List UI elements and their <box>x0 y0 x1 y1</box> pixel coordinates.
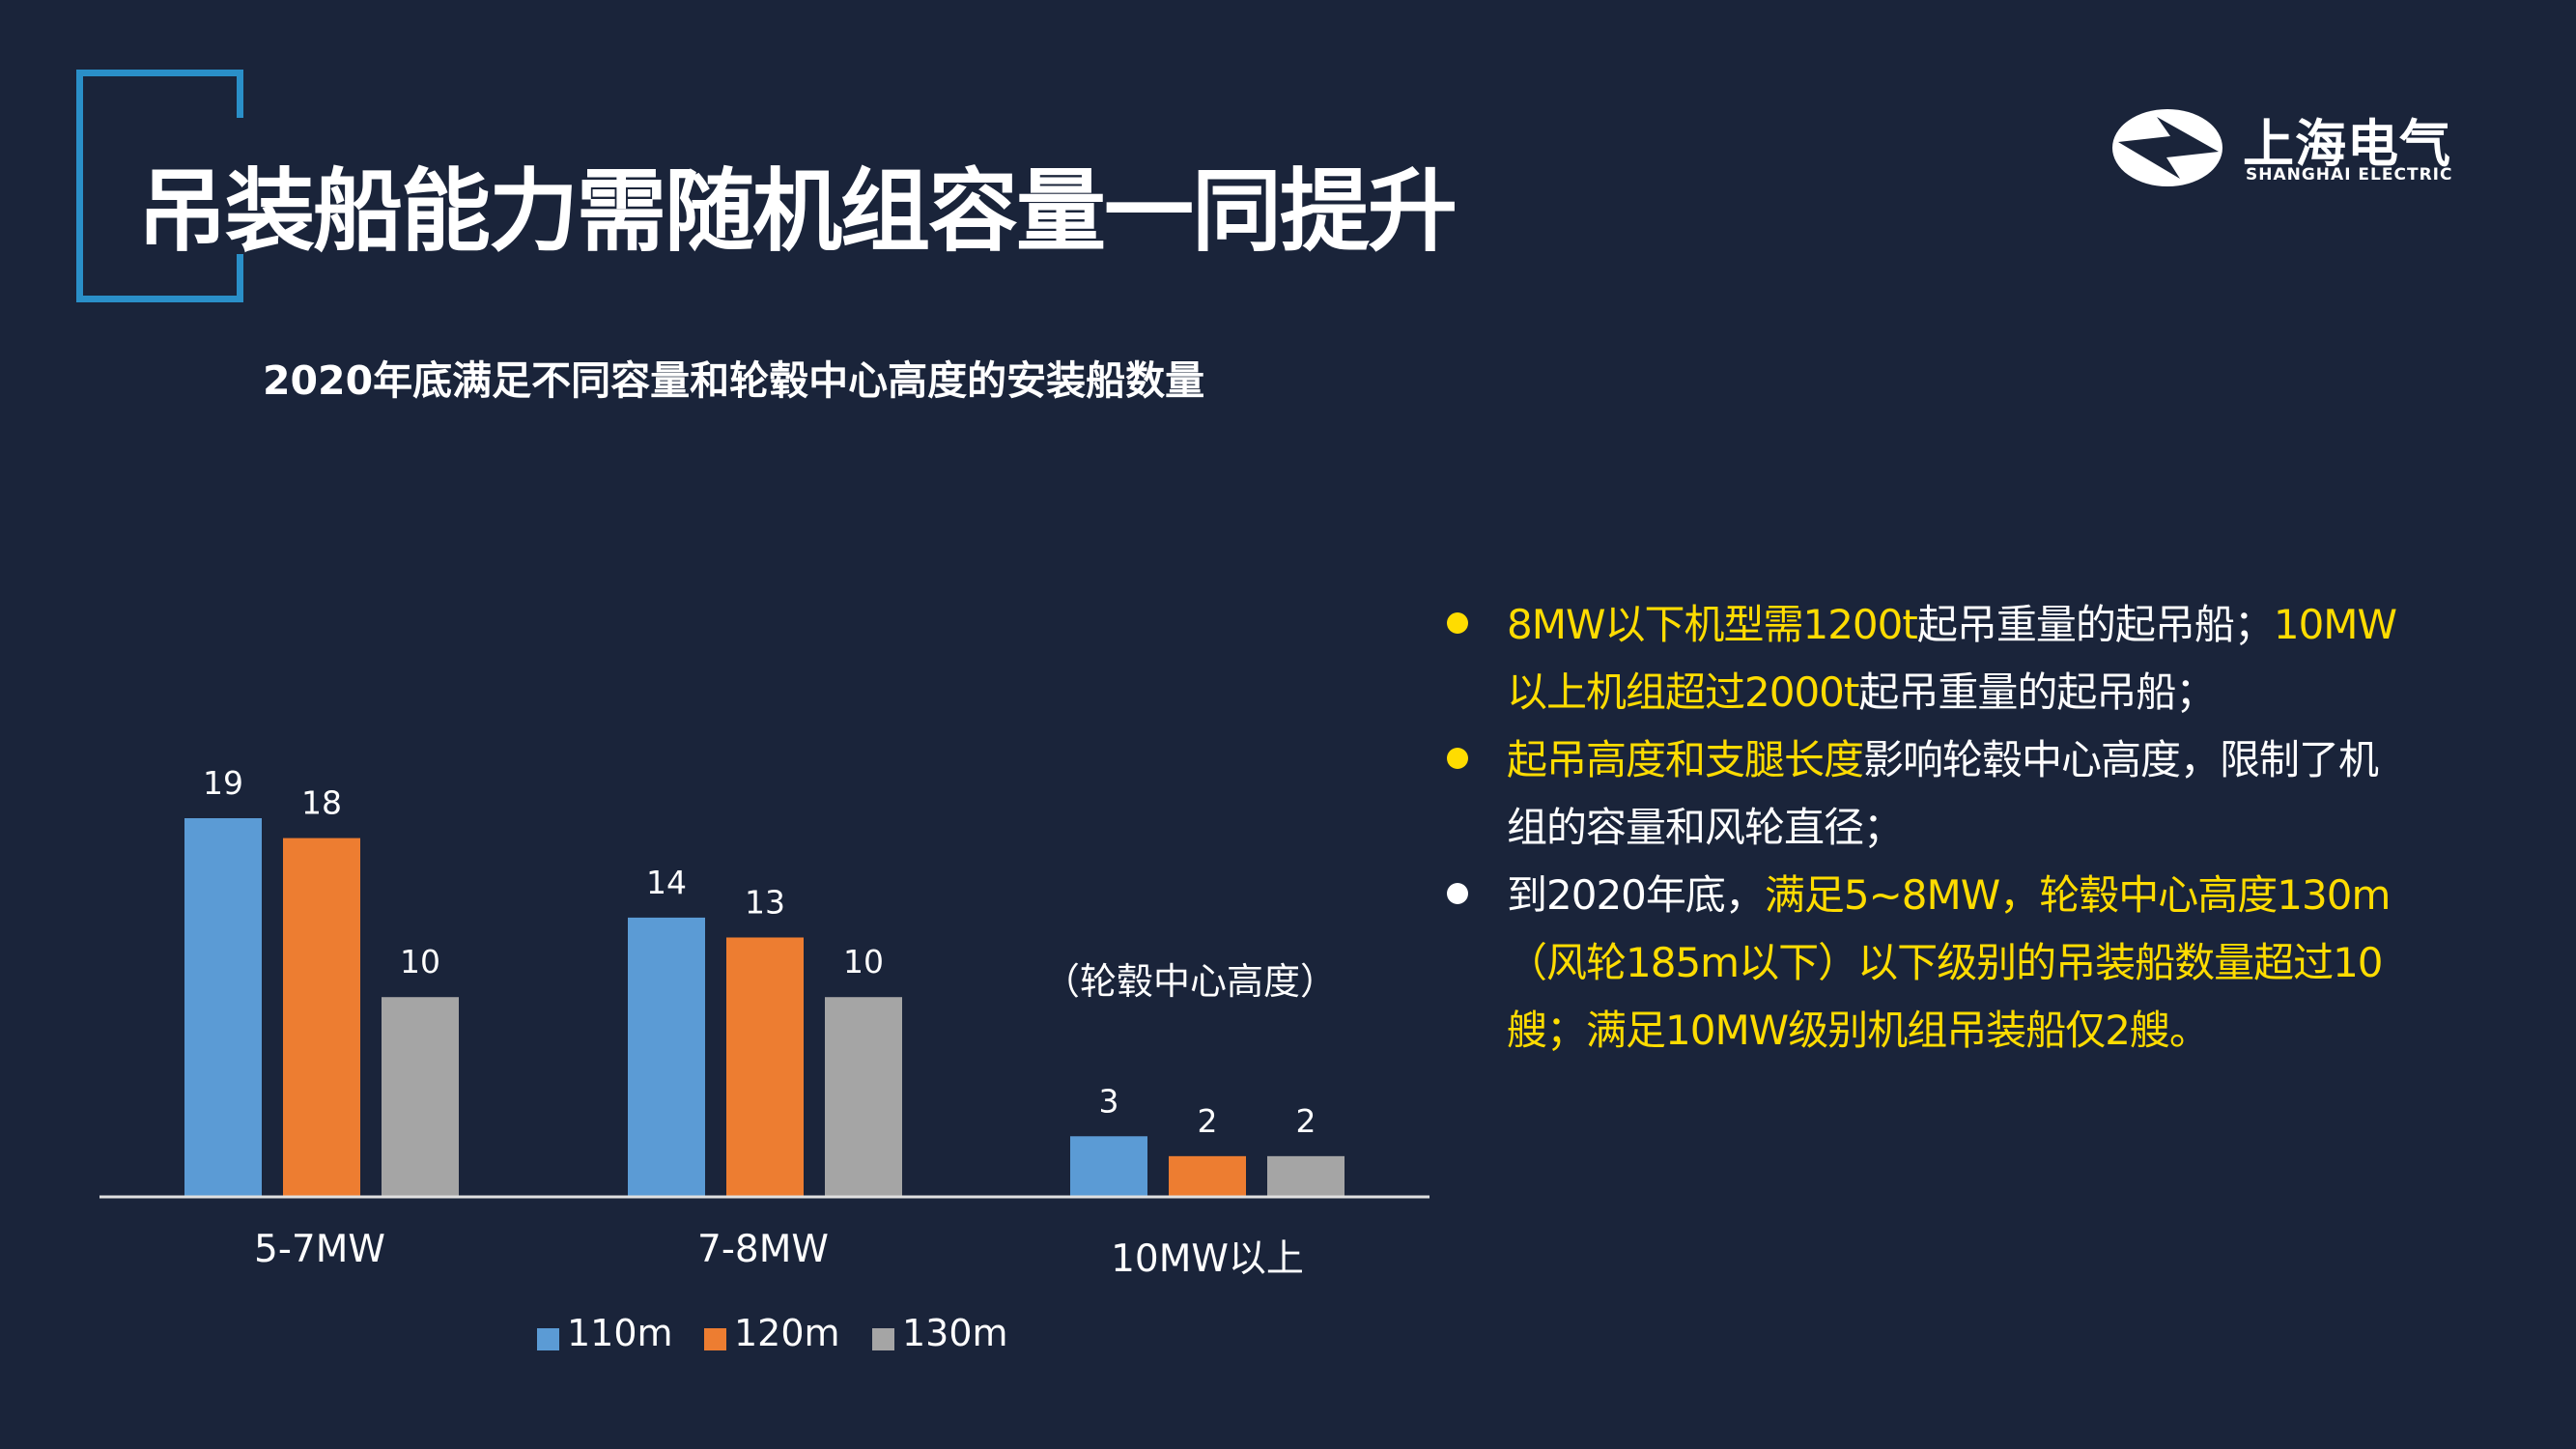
legend-label: 130m <box>902 1312 1008 1354</box>
bar-110m-0 <box>184 818 262 1196</box>
bullet-line: 组的容量和风轮直径； <box>1507 794 2516 862</box>
title-frame-bottom <box>76 296 243 302</box>
data-label-110m-1: 14 <box>646 864 687 901</box>
bullet-text-segment: 以上机组超过2000t <box>1507 668 1859 716</box>
title-frame-right-bottom <box>237 254 243 302</box>
bullet-text-segment: 起吊重量的起吊船； <box>1916 601 2275 648</box>
title-frame-left <box>76 70 83 302</box>
data-label-110m-2: 3 <box>1099 1082 1119 1120</box>
bullet-text-segment: （风轮185m以下）以下级别的吊装船数量超过10 <box>1507 939 2384 986</box>
data-label-120m-0: 18 <box>301 784 342 822</box>
legend-label: 110m <box>567 1312 673 1354</box>
page-title: 吊装船能力需随机组容量一同提升 <box>137 159 1458 264</box>
title-frame-top <box>76 70 243 76</box>
bullet-text-segment: 影响轮毂中心高度，限制了机 <box>1863 736 2379 783</box>
bullet-line: 艘；满足10MW级别机组吊装船仅2艘。 <box>1507 997 2516 1065</box>
bullet-item: 起吊高度和支腿长度影响轮毂中心高度，限制了机组的容量和风轮直径； <box>1444 726 2516 862</box>
data-label-130m-1: 10 <box>843 943 884 980</box>
legend-swatch <box>704 1328 726 1350</box>
bullet-text-segment: 起吊重量的起吊船； <box>1858 668 2216 716</box>
bar-110m-1 <box>628 917 705 1196</box>
bullet-list: 8MW以下机型需1200t起吊重量的起吊船；10MW 以上机组超过2000t起吊重… <box>1444 591 2516 1065</box>
logo-mark-icon <box>2112 109 2222 186</box>
bullet-dot-icon <box>1447 883 1468 904</box>
bullet-line: 起吊高度和支腿长度影响轮毂中心高度，限制了机 <box>1507 726 2516 794</box>
company-logo: 上海电气 SHANGHAI ELECTRIC <box>2110 94 2487 205</box>
logo-name-cn: 上海电气 <box>2243 115 2451 174</box>
legend-swatch <box>872 1328 894 1350</box>
bar-120m-2 <box>1169 1155 1246 1196</box>
bullet-text-segment: 满足5~8MW，轮毂中心高度130m <box>1764 871 2391 919</box>
bar-120m-0 <box>283 838 360 1196</box>
bullet-dot-icon <box>1447 612 1468 634</box>
bullet-text-segment: 到2020年底， <box>1507 871 1766 919</box>
bar-130m-0 <box>382 997 459 1196</box>
title-frame-right-top <box>237 70 243 118</box>
x-tick-label-0: 5-7MW <box>254 1228 385 1271</box>
bar-120m-1 <box>726 937 804 1196</box>
bullet-line: 以上机组超过2000t起吊重量的起吊船； <box>1507 659 2516 726</box>
data-label-130m-0: 10 <box>400 943 440 980</box>
bullet-text-segment: 10MW <box>2273 601 2397 648</box>
chart-annotation: （轮毂中心高度） <box>1043 960 1338 1003</box>
data-label-130m-2: 2 <box>1296 1102 1316 1140</box>
bullet-text-segment: 组的容量和风轮直径； <box>1507 804 1904 851</box>
chart-title: 2020年底满足不同容量和轮毂中心高度的安装船数量 <box>263 357 1205 404</box>
bar-130m-2 <box>1267 1155 1345 1196</box>
data-label-120m-2: 2 <box>1198 1102 1218 1140</box>
x-tick-label-2: 10MW以上 <box>1111 1237 1304 1281</box>
data-label-120m-1: 13 <box>745 883 785 921</box>
legend-swatch <box>537 1328 559 1350</box>
data-label-110m-0: 19 <box>203 764 243 802</box>
bullet-dot-icon <box>1447 748 1468 769</box>
bullet-text-segment: 起吊高度和支腿长度 <box>1507 736 1864 783</box>
bar-130m-1 <box>825 997 902 1196</box>
logo-name-en: SHANGHAI ELECTRIC <box>2246 165 2453 185</box>
bullet-item: 到2020年底，满足5~8MW，轮毂中心高度130m （风轮185m以下）以下级别… <box>1444 862 2516 1065</box>
bullet-text-segment: 8MW以下机型需1200t <box>1507 601 1918 648</box>
bullet-line: （风轮185m以下）以下级别的吊装船数量超过10 <box>1507 929 2516 997</box>
bar-110m-2 <box>1070 1136 1147 1196</box>
x-tick-label-1: 7-8MW <box>697 1228 829 1271</box>
legend-label: 120m <box>734 1312 840 1354</box>
bullet-line: 到2020年底，满足5~8MW，轮毂中心高度130m <box>1507 862 2516 929</box>
bullet-item: 8MW以下机型需1200t起吊重量的起吊船；10MW 以上机组超过2000t起吊重… <box>1444 591 2516 726</box>
bullet-line: 8MW以下机型需1200t起吊重量的起吊船；10MW <box>1507 591 2516 659</box>
bullet-text-segment: 艘；满足10MW级别机组吊装船仅2艘。 <box>1507 1007 2210 1054</box>
